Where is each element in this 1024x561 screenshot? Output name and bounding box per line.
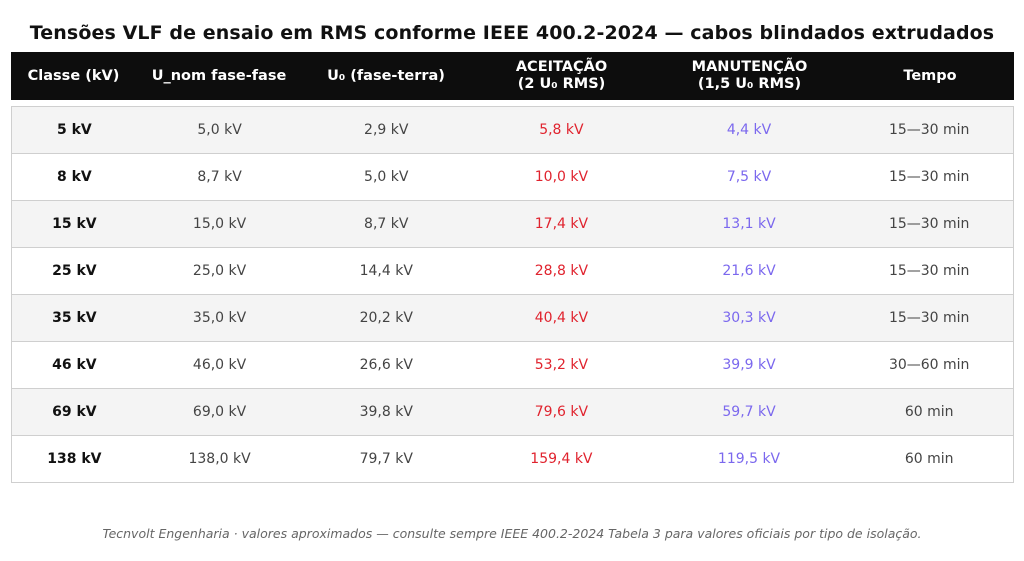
cell-manutencao: 7,5 kV	[726, 169, 772, 185]
cell-classe: 35 kV	[52, 310, 97, 326]
cell-unom: 138,0 kV	[188, 451, 251, 467]
table-row: 5 kV 5,0 kV 2,9 kV 5,8 kV 4,4 kV 15—30 min	[12, 107, 1013, 153]
cell-u0: 26,6 kV	[359, 357, 413, 373]
cell-aceitacao: 17,4 kV	[534, 216, 589, 232]
cell-classe: 69 kV	[52, 404, 97, 420]
cell-u0: 5,0 kV	[364, 169, 409, 185]
cell-aceitacao: 53,2 kV	[534, 357, 589, 373]
cell-manutencao: 13,1 kV	[722, 216, 776, 232]
header-aceitacao-label: ACEITAÇÃO	[515, 59, 608, 75]
cell-tempo: 15—30 min	[888, 310, 970, 326]
cell-tempo: 15—30 min	[888, 216, 970, 232]
cell-unom: 8,7 kV	[197, 169, 242, 185]
page-title: Tensões VLF de ensaio em RMS conforme IE…	[29, 22, 995, 44]
header-u0: U₀ (fase-terra)	[327, 67, 445, 84]
cell-unom: 69,0 kV	[192, 404, 247, 420]
cell-classe: 8 kV	[56, 169, 92, 185]
header-spacer	[11, 100, 1014, 106]
cell-tempo: 15—30 min	[888, 263, 970, 279]
cell-u0: 8,7 kV	[364, 216, 409, 232]
table-row: 8 kV 8,7 kV 5,0 kV 10,0 kV 7,5 kV 15—30 min	[12, 153, 1013, 200]
header-aceitacao: ACEITAÇÃO (2 U₀ RMS)	[470, 59, 653, 93]
cell-unom: 46,0 kV	[192, 357, 247, 373]
table-row: 35 kV 35,0 kV 20,2 kV 40,4 kV 30,3 kV 15—30 m…	[12, 294, 1013, 341]
cell-manutencao: 30,3 kV	[722, 310, 776, 326]
cell-aceitacao: 10,0 kV	[534, 169, 589, 185]
cell-u0: 2,9 kV	[364, 122, 409, 138]
cell-classe: 5 kV	[56, 122, 92, 138]
footer-note: Tecnvolt Engenharia · valores aproximado…	[102, 526, 922, 541]
cell-aceitacao: 79,6 kV	[534, 404, 589, 420]
header-manutencao-sub: (1,5 U₀ RMS)	[697, 76, 802, 92]
table-row: 25 kV 25,0 kV 14,4 kV 28,8 kV 21,6 kV 15—30 m…	[12, 247, 1013, 294]
cell-manutencao: 4,4 kV	[726, 122, 772, 138]
table-row: 138 kV 138,0 kV 79,7 kV 159,4 kV 119,5 kV 60 …	[12, 435, 1013, 482]
table-row: 15 kV 15,0 kV 8,7 kV 17,4 kV 13,1 kV 15—30 mi…	[12, 200, 1013, 247]
table-body: 5 kV 5,0 kV 2,9 kV 5,8 kV 4,4 kV 15—30 min 8 k…	[11, 106, 1014, 483]
cell-manutencao: 119,5 kV	[717, 451, 781, 467]
cell-aceitacao: 28,8 kV	[534, 263, 589, 279]
cell-aceitacao: 5,8 kV	[539, 122, 584, 138]
header-classe: Classe (kV)	[27, 67, 120, 84]
header-tempo: Tempo	[903, 67, 957, 84]
cell-u0: 20,2 kV	[359, 310, 413, 326]
cell-manutencao: 39,9 kV	[722, 357, 776, 373]
header-aceitacao-sub: (2 U₀ RMS)	[517, 76, 606, 92]
cell-tempo: 30—60 min	[888, 357, 970, 373]
header-manutencao-label: MANUTENÇÃO	[691, 59, 808, 75]
cell-u0: 39,8 kV	[359, 404, 413, 420]
cell-tempo: 60 min	[904, 404, 954, 420]
cell-classe: 138 kV	[47, 451, 102, 467]
header-unom: U_nom fase-fase	[151, 67, 287, 84]
table-header: Classe (kV) U_nom fase-fase U₀ (fase-ter…	[11, 52, 1014, 100]
cell-unom: 35,0 kV	[192, 310, 247, 326]
cell-u0: 14,4 kV	[359, 263, 413, 279]
cell-classe: 15 kV	[52, 216, 97, 232]
table-row: 69 kV 69,0 kV 39,8 kV 79,6 kV 59,7 kV 60 min	[12, 388, 1013, 435]
cell-manutencao: 59,7 kV	[722, 404, 776, 420]
header-manutencao: MANUTENÇÃO (1,5 U₀ RMS)	[653, 59, 846, 93]
cell-tempo: 15—30 min	[888, 122, 970, 138]
cell-aceitacao: 159,4 kV	[530, 451, 593, 467]
table-row: 46 kV 46,0 kV 26,6 kV 53,2 kV 39,9 kV 30—60 m…	[12, 341, 1013, 388]
vlf-voltage-table: Classe (kV) U_nom fase-fase U₀ (fase-ter…	[11, 52, 1014, 483]
cell-manutencao: 21,6 kV	[722, 263, 776, 279]
cell-classe: 46 kV	[52, 357, 97, 373]
cell-tempo: 15—30 min	[888, 169, 970, 185]
cell-unom: 15,0 kV	[192, 216, 247, 232]
cell-classe: 25 kV	[52, 263, 97, 279]
cell-aceitacao: 40,4 kV	[534, 310, 589, 326]
cell-unom: 25,0 kV	[192, 263, 247, 279]
cell-unom: 5,0 kV	[197, 122, 242, 138]
cell-tempo: 60 min	[904, 451, 954, 467]
cell-u0: 79,7 kV	[359, 451, 413, 467]
